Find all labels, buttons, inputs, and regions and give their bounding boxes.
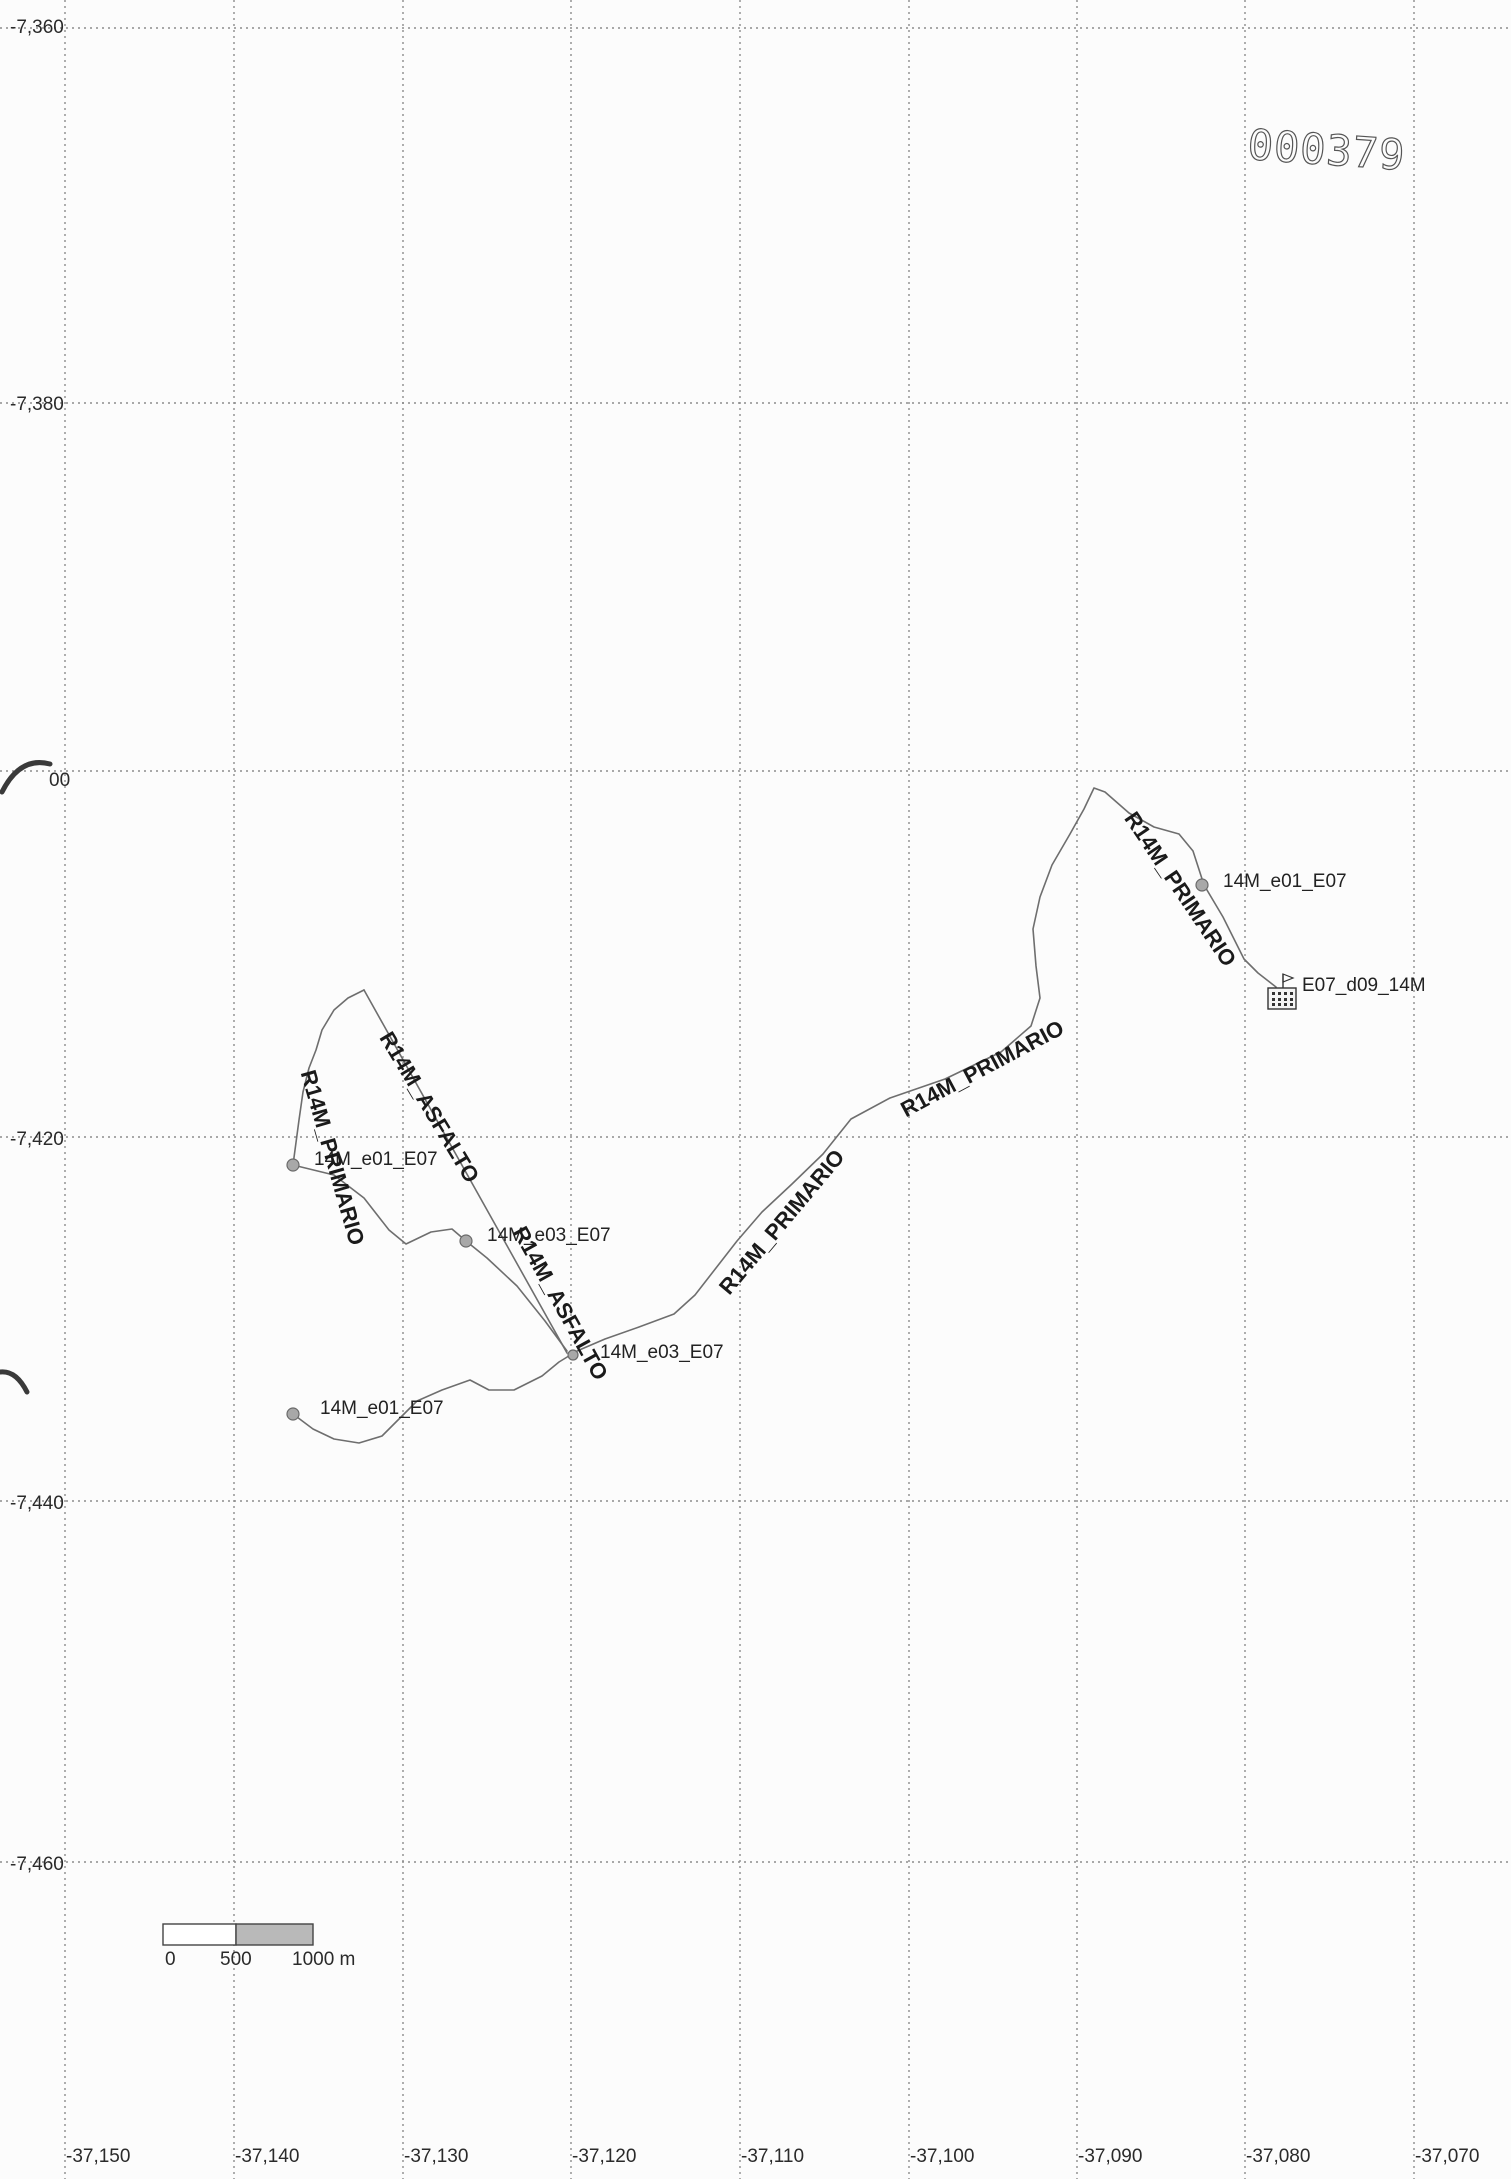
route-primario-main [292, 787, 1277, 1444]
route-primario-west-loop [292, 989, 365, 1166]
latitude-label: -7,440 [10, 1493, 64, 1514]
point-labels: 14M_e01_E07 E07_d09_14M 14M_e01_E07 14M_… [314, 871, 1426, 1419]
latitude-label: 00 [49, 770, 70, 791]
point-label-d09-facility: E07_d09_14M [1302, 975, 1426, 996]
longitude-label: -37,120 [572, 2146, 636, 2167]
latitude-label: -7,360 [10, 17, 64, 38]
hole-punch-mark [0, 760, 53, 795]
scale-bar: 0 500 1000 m [162, 1923, 355, 1970]
longitude-label: -37,090 [1078, 2146, 1142, 2167]
longitude-label: -37,140 [235, 2146, 299, 2167]
longitude-label: -37,100 [910, 2146, 974, 2167]
route-network [292, 787, 1277, 1444]
building-icon [1267, 973, 1297, 1010]
longitude-label: -37,150 [66, 2146, 130, 2167]
route-labels: R14M_PRIMARIO R14M_PRIMARIO R14M_PRIMARI… [296, 807, 1242, 1384]
route-primario-west-connector [292, 1164, 568, 1352]
latitude-label: -7,380 [10, 394, 64, 415]
point-marker-e01-northeast [1195, 878, 1209, 892]
point-marker-e03-central [459, 1234, 473, 1248]
route-label-asfalto-south: R14M_ASFALTO [508, 1222, 613, 1384]
point-marker-e01-west [286, 1158, 300, 1172]
scale-bar-label-start: 0 [165, 1949, 176, 1970]
point-label-e03-south: 14M_e03_E07 [600, 1342, 724, 1363]
longitude-grid [64, 0, 1415, 2179]
scale-bar-segment-gray [235, 1923, 314, 1946]
route-label-primario-south: R14M_PRIMARIO [714, 1145, 849, 1300]
longitude-label: -37,110 [741, 2146, 804, 2167]
longitude-label: -37,080 [1246, 2146, 1310, 2167]
scale-bar-label-mid: 500 [220, 1949, 252, 1970]
route-asfalto [363, 989, 568, 1354]
scale-bar-label-end: 1000 m [292, 1949, 355, 1970]
point-label-e01-south: 14M_e01_E07 [320, 1398, 444, 1419]
document-stamp-number: 000379 [1246, 120, 1407, 180]
point-marker-e03-south [567, 1349, 579, 1361]
longitude-label: -37,130 [404, 2146, 468, 2167]
point-label-e01-west: 14M_e01_E07 [314, 1149, 438, 1170]
latitude-label: -7,420 [10, 1129, 64, 1150]
point-markers [286, 878, 1209, 1421]
point-label-e01-northeast: 14M_e01_E07 [1223, 871, 1347, 892]
route-label-primario-central: R14M_PRIMARIO [896, 1015, 1067, 1122]
point-marker-e01-south [286, 1407, 300, 1421]
point-label-e03-central: 14M_e03_E07 [487, 1225, 611, 1246]
latitude-grid [0, 27, 1511, 1863]
scale-bar-segment-white [162, 1923, 237, 1946]
latitude-labels: -7,360 -7,380 00 -7,420 -7,440 -7,460 [10, 17, 70, 1875]
longitude-label: -37,070 [1415, 2146, 1479, 2167]
longitude-labels: -37,150 -37,140 -37,130 -37,120 -37,110 … [66, 2146, 1479, 2167]
hole-punch-mark [0, 1369, 30, 1395]
latitude-label: -7,460 [10, 1854, 64, 1875]
